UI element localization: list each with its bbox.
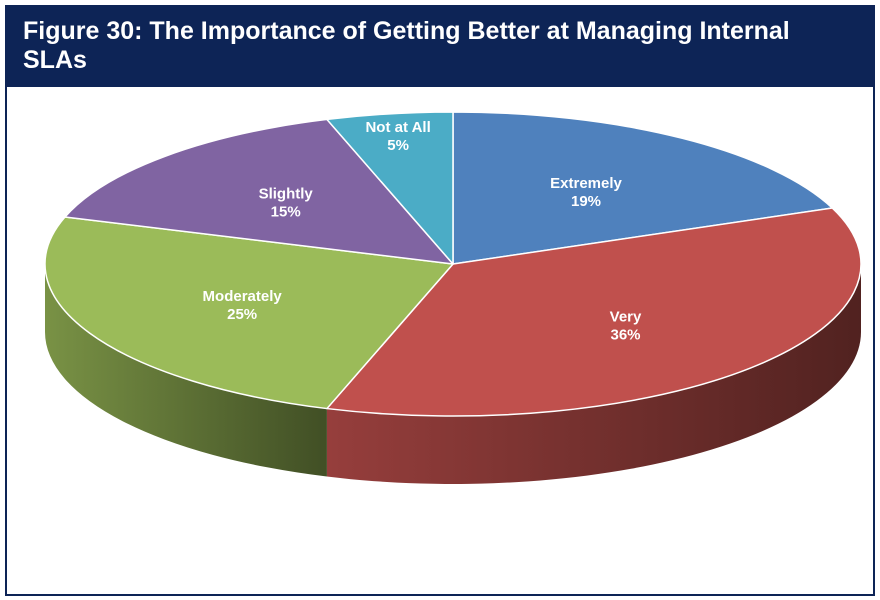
slice-value-very: 36% (610, 326, 640, 343)
pie-side-moderately (45, 264, 327, 477)
chart-title: Figure 30: The Importance of Getting Bet… (7, 7, 873, 87)
slice-label-not-at-all: Not at All (365, 119, 430, 136)
slice-label-moderately: Moderately (203, 288, 283, 305)
pie-slice-moderately (44, 216, 454, 410)
slice-label-extremely: Extremely (550, 175, 622, 192)
pie-slice-very (326, 207, 862, 417)
pie-slice-not-at-all (326, 111, 454, 265)
slice-value-not-at-all: 5% (387, 137, 409, 154)
pie-sides (45, 264, 861, 484)
slice-label-very: Very (610, 308, 642, 325)
figure-frame: Figure 30: The Importance of Getting Bet… (5, 5, 875, 596)
pie-tops (44, 111, 862, 417)
slice-value-moderately: 25% (227, 306, 257, 323)
slice-value-extremely: 19% (571, 193, 601, 210)
pie-side-very (326, 264, 861, 484)
pie-slice-extremely (452, 111, 834, 265)
slice-value-slightly: 15% (271, 204, 301, 221)
pie-slice-slightly (64, 118, 454, 265)
slice-label-slightly: Slightly (259, 186, 314, 203)
